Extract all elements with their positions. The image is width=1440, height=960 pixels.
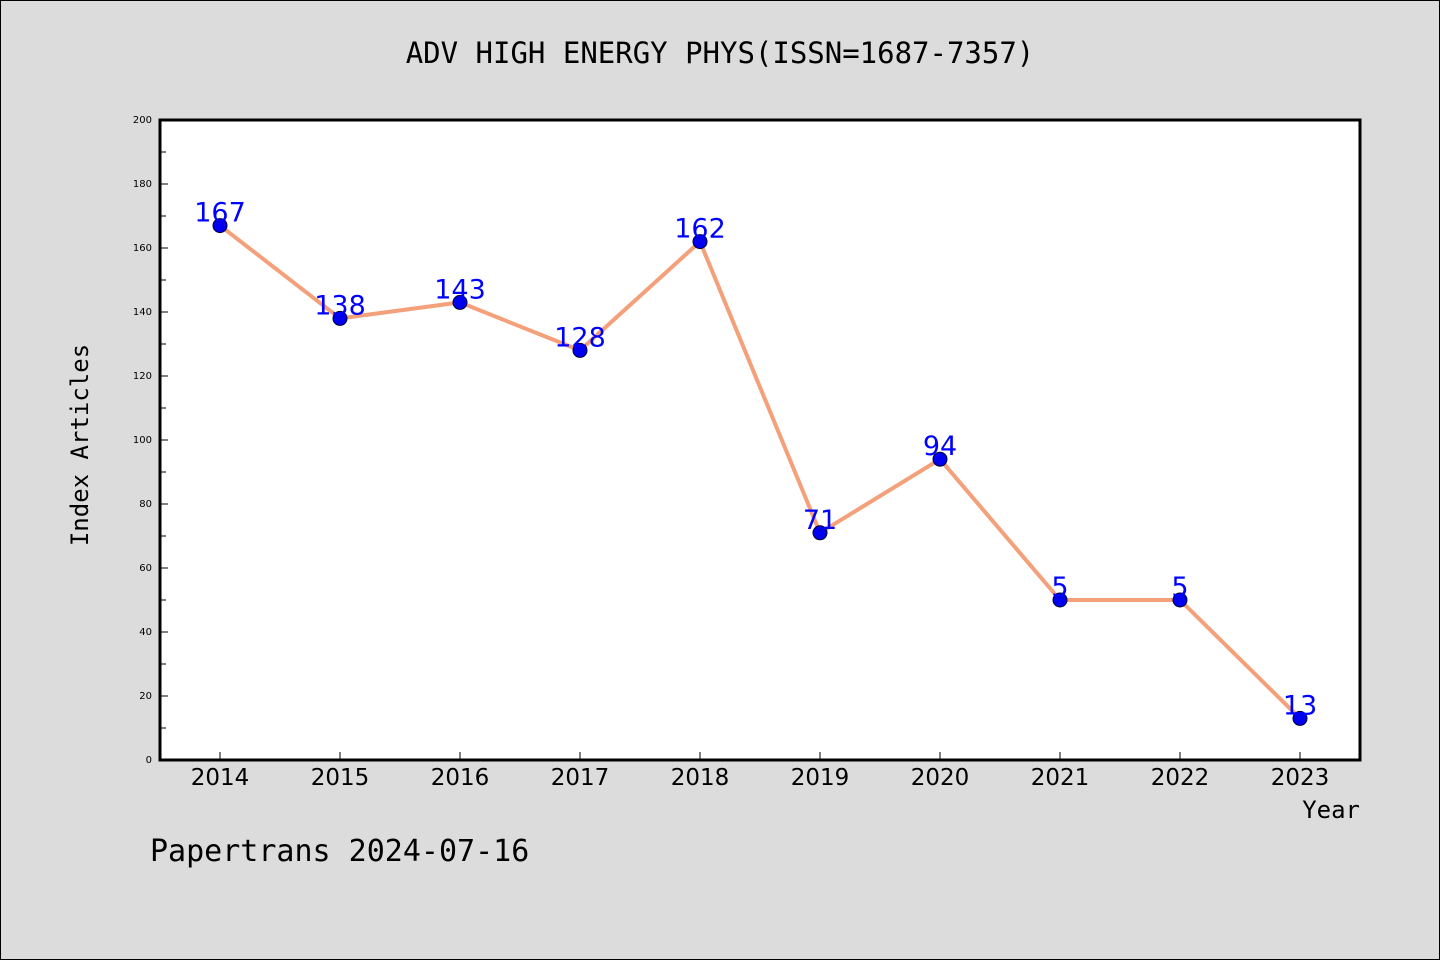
data-point <box>572 342 588 358</box>
data-label: 128 <box>554 322 606 353</box>
y-tick-label: 0 <box>146 755 152 766</box>
series-line <box>218 223 1302 721</box>
y-tick-label: 100 <box>133 435 152 446</box>
data-label: 71 <box>803 505 837 536</box>
data-point <box>1172 592 1188 608</box>
data-point <box>332 310 348 326</box>
y-tick-label: 20 <box>139 691 152 702</box>
data-point <box>1292 710 1308 726</box>
data-label: 94 <box>923 431 957 462</box>
data-label: 5 <box>1051 572 1068 603</box>
y-tick-label: 200 <box>133 115 152 126</box>
chart-title: ADV HIGH ENERGY PHYS(ISSN=1687-7357) <box>405 36 1035 70</box>
data-label: 143 <box>434 274 486 305</box>
x-tick-label: 2021 <box>1031 765 1090 791</box>
y-tick-label: 180 <box>133 179 152 190</box>
y-tick-label: 140 <box>133 307 152 318</box>
y-tick-label: 160 <box>133 243 152 254</box>
data-label: 5 <box>1171 572 1188 603</box>
y-tick-label: 60 <box>139 563 152 574</box>
data-point <box>932 451 948 467</box>
y-tick-label: 80 <box>139 499 152 510</box>
x-tick-label: 2016 <box>431 765 490 791</box>
data-point <box>692 234 708 250</box>
footer-text: Papertrans 2024-07-16 <box>150 834 530 869</box>
data-point <box>452 294 468 310</box>
x-tick-label: 2017 <box>551 765 610 791</box>
y-tick-label: 40 <box>139 627 152 638</box>
y-tick-label: 120 <box>133 371 152 382</box>
data-point <box>212 218 228 234</box>
x-tick-label: 2015 <box>311 765 370 791</box>
plot-border <box>158 118 1362 762</box>
x-axis-label: Year <box>1302 796 1360 824</box>
x-tick-label: 2018 <box>671 765 730 791</box>
data-label: 138 <box>314 290 366 321</box>
data-point <box>812 525 828 541</box>
x-tick-label: 2019 <box>791 765 850 791</box>
x-tick-label: 2022 <box>1151 765 1210 791</box>
plot-area <box>160 120 1360 760</box>
data-label: 13 <box>1283 690 1317 721</box>
x-tick-label: 2014 <box>191 765 250 791</box>
x-tick-label: 2023 <box>1271 765 1330 791</box>
data-label: 162 <box>674 214 726 245</box>
data-label: 167 <box>194 198 246 229</box>
data-point <box>1052 592 1068 608</box>
x-tick-label: 2020 <box>911 765 970 791</box>
